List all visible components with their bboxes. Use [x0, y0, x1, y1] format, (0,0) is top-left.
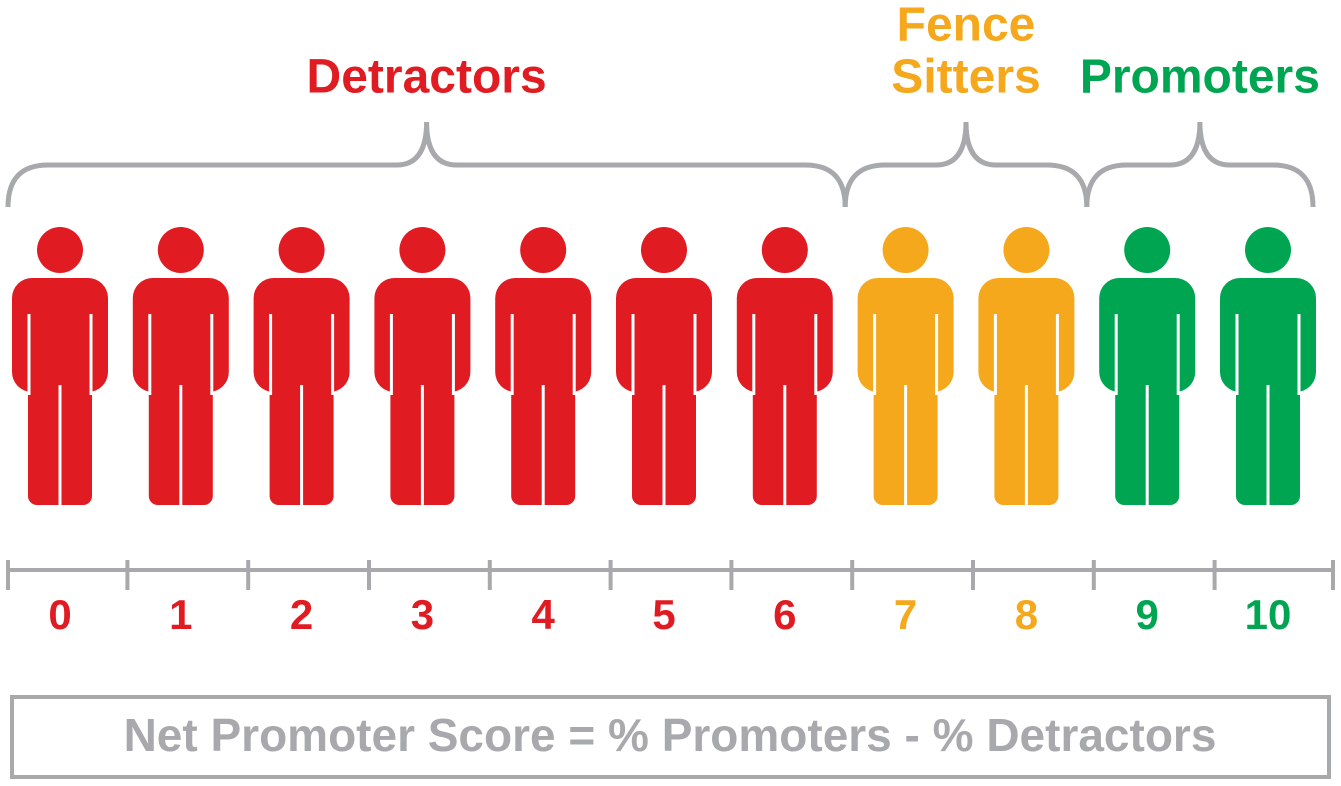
formula: Net Promoter Score = % Promoters - % Det…	[124, 709, 1217, 761]
score-label: 2	[290, 591, 313, 638]
person-head	[157, 227, 204, 273]
person-head	[278, 227, 325, 273]
group-label: Fence	[897, 0, 1036, 52]
person-torso	[978, 278, 1075, 392]
score-label: 4	[532, 591, 556, 638]
score-label: 8	[1015, 591, 1038, 638]
score-label: 7	[894, 591, 917, 638]
person-torso	[495, 278, 592, 392]
person-torso	[12, 278, 108, 392]
score-label: 10	[1245, 591, 1292, 638]
score-label: 6	[773, 591, 796, 638]
person-torso	[736, 278, 833, 392]
person-head	[1003, 227, 1050, 273]
person-head	[37, 227, 83, 273]
person-torso	[1099, 278, 1196, 392]
person-torso	[132, 278, 229, 392]
person-head	[641, 227, 687, 273]
group-brace	[1084, 121, 1316, 208]
person-head	[1124, 227, 1171, 273]
person-head	[761, 227, 808, 273]
score-label: 0	[48, 591, 71, 638]
person-head	[520, 227, 567, 273]
group-label: Sitters	[891, 51, 1040, 104]
person-head	[399, 227, 446, 273]
group-brace	[842, 121, 1090, 208]
person-head	[1245, 227, 1291, 273]
score-label: 5	[652, 591, 675, 638]
formula-box	[10, 695, 1331, 779]
group-label: Promoters	[1080, 51, 1320, 104]
score-label: 9	[1136, 591, 1159, 638]
person-head	[882, 227, 929, 273]
person-torso	[1220, 278, 1316, 392]
person-torso	[374, 278, 471, 392]
score-label: 1	[169, 591, 192, 638]
group-brace	[5, 121, 848, 208]
score-label: 3	[411, 591, 434, 638]
person-torso	[616, 278, 712, 392]
group-label: Detractors	[307, 51, 547, 104]
person-torso	[857, 278, 954, 392]
person-torso	[253, 278, 350, 392]
